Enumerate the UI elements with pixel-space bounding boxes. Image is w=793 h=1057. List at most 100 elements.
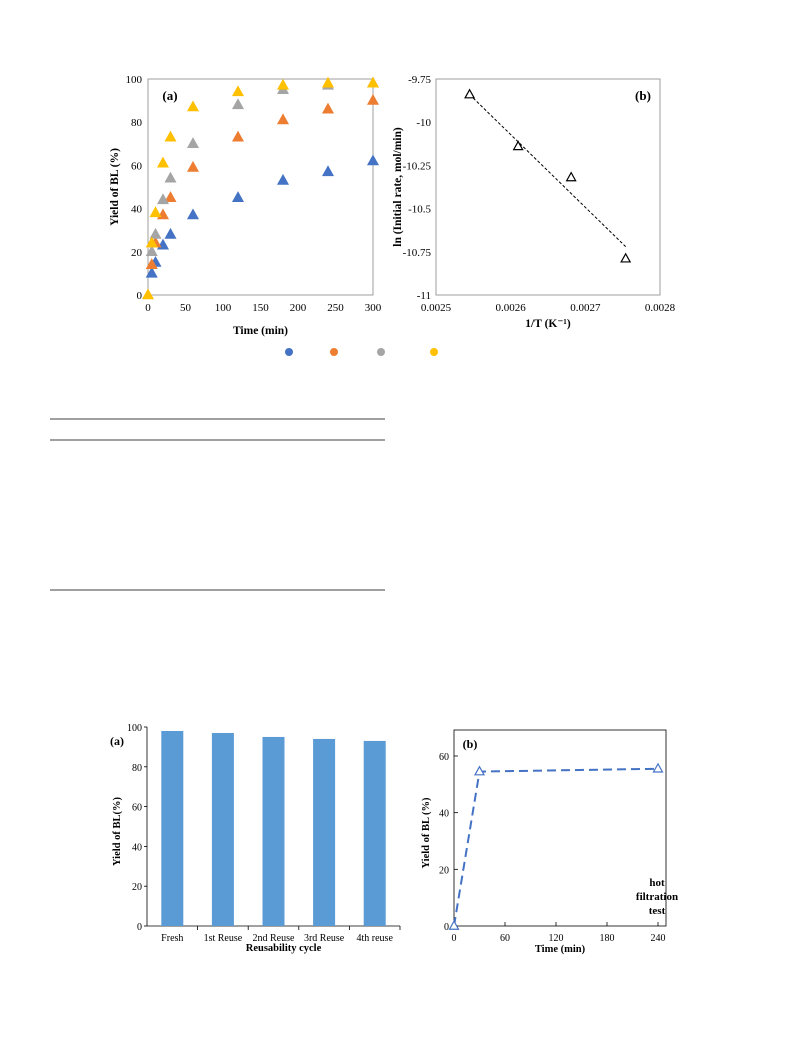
x-tick-label: 3rd Reuse: [304, 933, 345, 944]
chart-top-a: 0 20 40 60 80 100 0 50 100 150 200 250 300 Time (min)…: [109, 74, 382, 337]
data-point: [186, 160, 200, 172]
data-point: [164, 130, 177, 142]
data-point: [276, 113, 290, 125]
x-tick-label: 1st Reuse: [204, 933, 243, 944]
x-tick-label: 0.0027: [570, 302, 601, 314]
panel-label: (b): [635, 88, 651, 103]
y-tick-label: 100: [127, 723, 142, 734]
data-point: [620, 252, 632, 263]
data-point: [231, 130, 245, 142]
data-point: [565, 171, 577, 182]
x-tick-label: 0: [145, 302, 151, 314]
y-tick-label: -10.25: [403, 160, 432, 172]
y-tick-label: -9.75: [408, 74, 431, 86]
x-tick-label: 250: [327, 302, 344, 314]
y-tick-label: 20: [439, 865, 449, 876]
data-point: [366, 154, 380, 166]
data-point: [366, 93, 380, 105]
x-axis-label: Time (min): [233, 325, 288, 337]
x-tick-label: 100: [215, 302, 232, 314]
y-tick-label: 60: [132, 803, 142, 814]
legend-marker: [377, 348, 385, 356]
x-tick-label: 0: [452, 933, 457, 944]
panel-label: (a): [110, 734, 124, 748]
y-tick-label: 60: [131, 160, 143, 172]
annotation-line: hot: [649, 877, 665, 889]
series-line: [453, 767, 659, 927]
bar: [161, 730, 184, 926]
legend-marker: [285, 348, 293, 356]
x-tick-label: 240: [651, 933, 666, 944]
data-point: [652, 762, 664, 773]
plot-frame: [147, 78, 374, 296]
data-point: [164, 171, 177, 183]
y-tick-label: 20: [132, 882, 142, 893]
top-legend: [285, 348, 438, 356]
table-rules: [50, 418, 385, 591]
x-tick-label: 200: [290, 302, 307, 314]
bar: [363, 740, 386, 926]
x-axis-label: 1/T (K⁻¹): [525, 318, 571, 330]
data-point: [149, 206, 162, 218]
data-point: [145, 266, 158, 278]
x-tick-label: 60: [500, 933, 510, 944]
y-tick-label: -10.75: [403, 247, 432, 259]
panel-label: (b): [463, 737, 478, 751]
y-tick-label: -10: [416, 117, 431, 129]
y-tick-label: 40: [439, 809, 449, 820]
x-tick-label: 0.0028: [645, 302, 676, 314]
y-tick-label: 40: [132, 842, 142, 853]
x-tick-label: 50: [180, 302, 192, 314]
x-tick-label: 4th reuse: [357, 933, 394, 944]
data-point: [231, 85, 245, 97]
data-point: [276, 173, 290, 185]
y-axis-label: Yield of BL (%): [109, 148, 121, 226]
y-axis-label: Yield of BL(%): [112, 796, 123, 866]
y-axis-label: ln (Initial rate, mol/min): [392, 127, 404, 247]
bar: [211, 732, 234, 926]
data-point: [231, 98, 245, 110]
data-point: [473, 765, 486, 776]
plot-frame: [453, 729, 667, 927]
data-point: [366, 76, 380, 88]
annotation-line: test: [649, 905, 666, 917]
data-point: [448, 919, 460, 930]
data-point: [156, 193, 170, 205]
legend-marker: [330, 348, 338, 356]
legend-marker: [430, 348, 438, 356]
data-point: [276, 78, 290, 90]
x-tick-label: Fresh: [161, 933, 183, 944]
data-point: [145, 236, 158, 248]
data-point: [464, 88, 476, 99]
x-tick-label: 180: [600, 933, 615, 944]
y-tick-label: 0: [137, 922, 142, 933]
y-tick-label: 40: [131, 204, 143, 216]
y-tick-label: 80: [131, 117, 143, 129]
data-point: [321, 76, 335, 88]
y-tick-label: 0: [444, 922, 449, 933]
y-tick-label: 0: [137, 290, 143, 302]
y-axis-label: Yield of BL (%): [421, 797, 432, 869]
data-point: [186, 208, 200, 220]
data-point: [145, 258, 158, 269]
data-point: [164, 227, 177, 239]
chart-bottom-b: 0 20 40 60 0 60 120 180 240 Time (min) Yield of BL…: [421, 729, 678, 955]
bar: [313, 738, 336, 926]
y-tick-label: -11: [417, 290, 431, 302]
y-tick-label: 100: [126, 74, 143, 86]
x-tick-label: 120: [549, 933, 564, 944]
x-axis-label: Reusability cycle: [246, 943, 322, 954]
x-tick-label: 0.0025: [421, 302, 452, 314]
x-tick-label: 150: [252, 302, 269, 314]
data-point: [145, 245, 158, 256]
y-tick-label: 20: [131, 247, 143, 259]
x-tick-label: 2nd Reuse: [253, 933, 296, 944]
data-point: [512, 140, 524, 151]
x-tick-label: 0.0026: [496, 302, 527, 314]
y-tick-label: 60: [439, 752, 449, 763]
plot-frame: [435, 78, 661, 296]
data-point: [156, 156, 170, 168]
data-point: [186, 137, 200, 148]
x-axis-label: Time (min): [535, 944, 586, 955]
